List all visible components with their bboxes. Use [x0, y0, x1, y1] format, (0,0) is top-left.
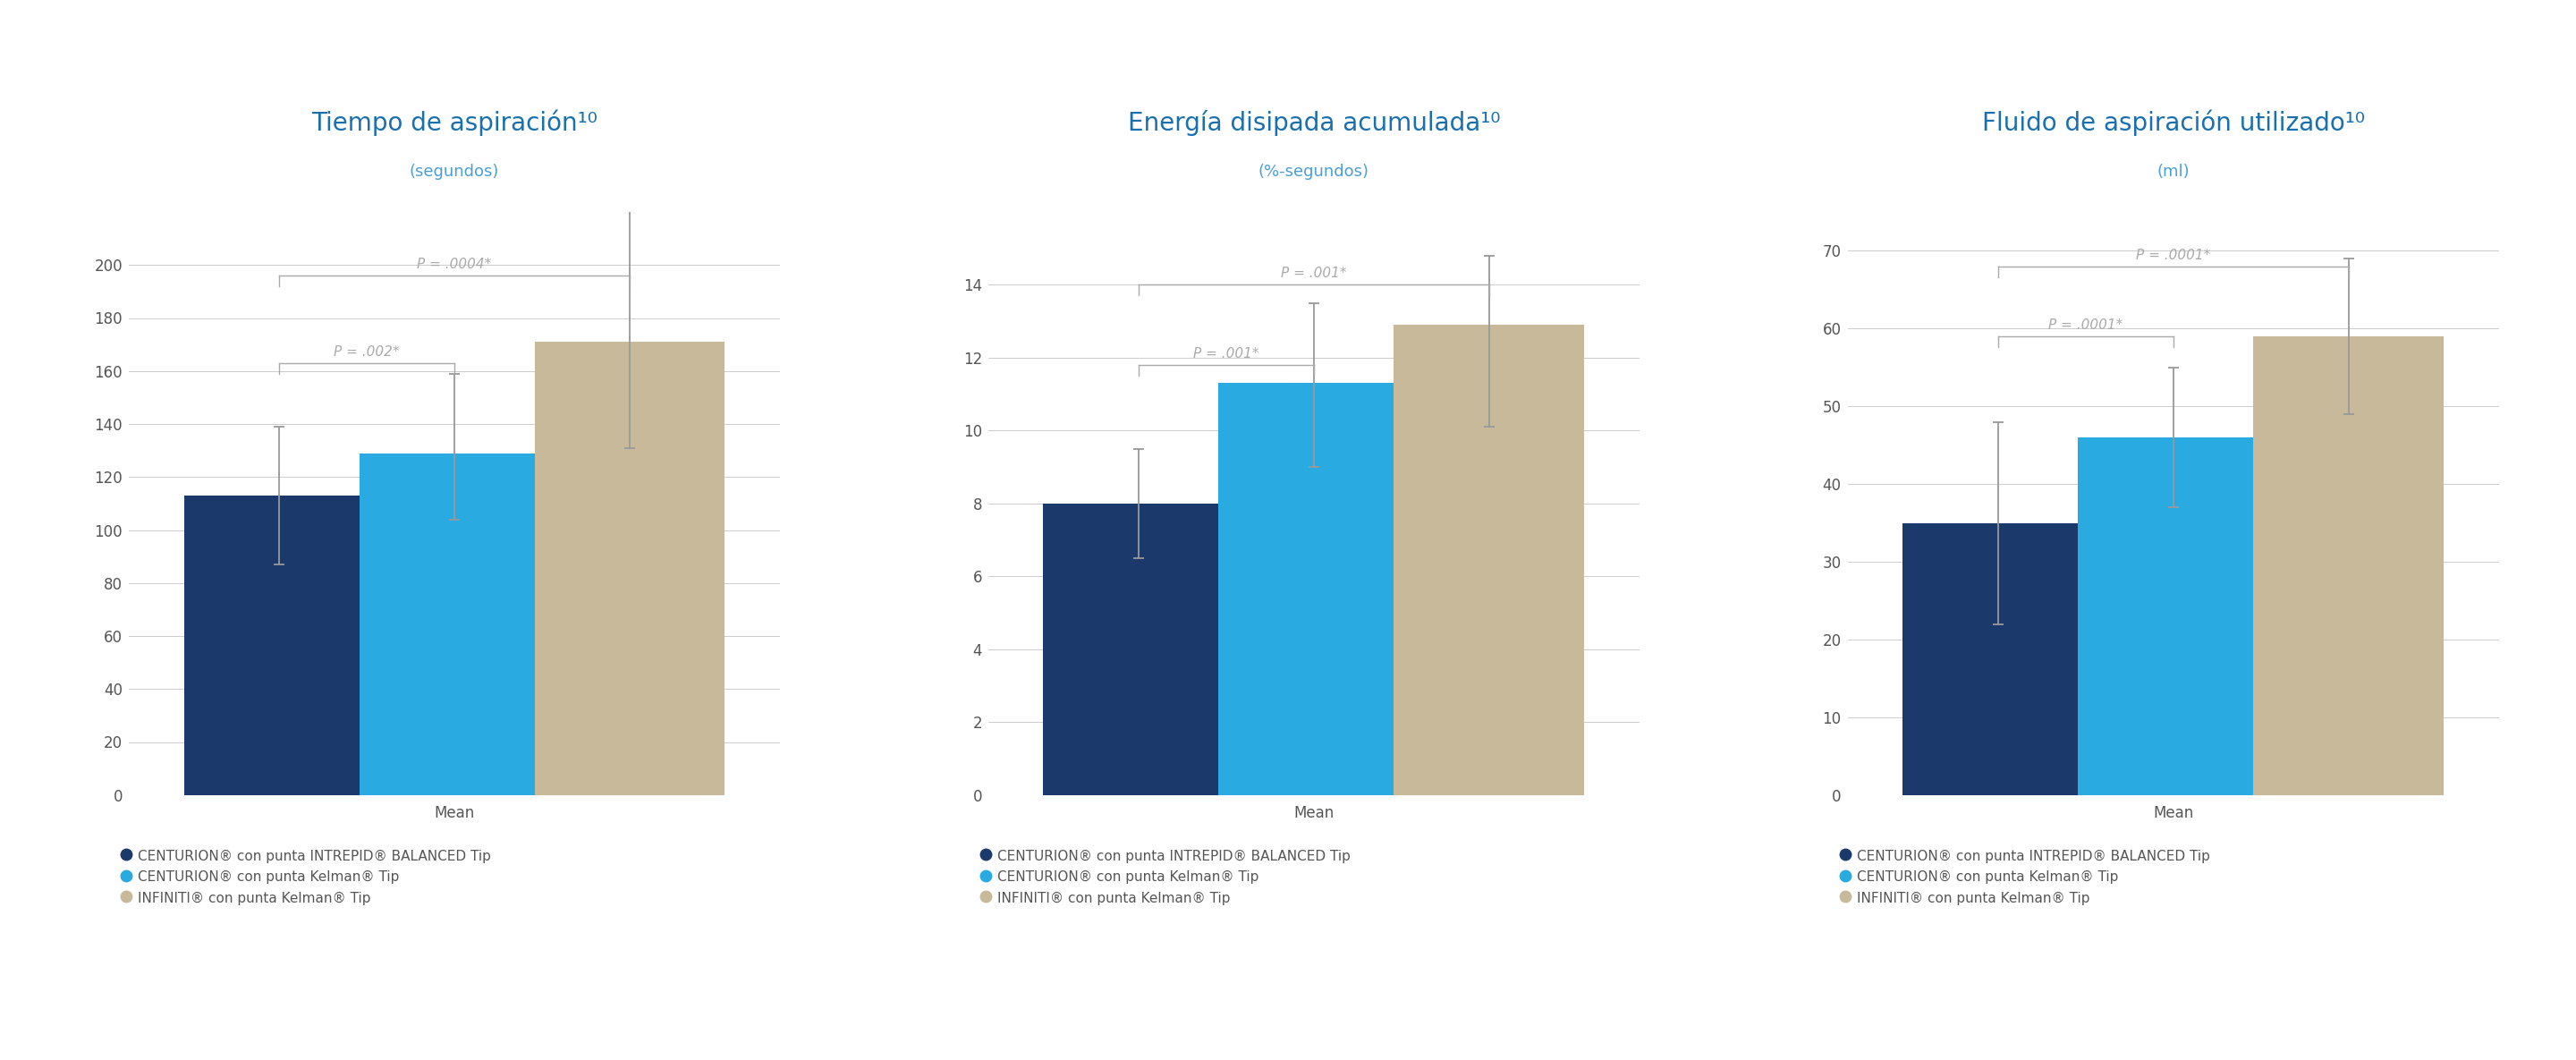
Text: P = .0004*: P = .0004* [417, 258, 492, 271]
Text: P = .001*: P = .001* [1193, 347, 1260, 360]
Legend: CENTURION® con punta INTREPID® BALANCED Tip, CENTURION® con punta Kelman® Tip, I: CENTURION® con punta INTREPID® BALANCED … [124, 848, 492, 905]
Text: Energía disipada acumulada¹⁰: Energía disipada acumulada¹⁰ [1128, 110, 1499, 137]
Legend: CENTURION® con punta INTREPID® BALANCED Tip, CENTURION® con punta Kelman® Tip, I: CENTURION® con punta INTREPID® BALANCED … [1842, 848, 2210, 905]
Bar [2254, 336, 2445, 795]
Text: P = .001*: P = .001* [1280, 267, 1347, 280]
Bar [1043, 504, 1234, 795]
Text: Fluido de aspiración utilizado¹⁰: Fluido de aspiración utilizado¹⁰ [1981, 110, 2365, 137]
Text: P = .002*: P = .002* [335, 344, 399, 358]
Text: P = .0001*: P = .0001* [2048, 318, 2123, 332]
Text: Tiempo de aspiración¹⁰: Tiempo de aspiración¹⁰ [312, 110, 598, 137]
Text: P = .0001*: P = .0001* [2136, 248, 2210, 262]
Text: (%-segundos): (%-segundos) [1257, 164, 1370, 180]
Text: (segundos): (segundos) [410, 164, 500, 180]
Bar [2079, 438, 2269, 795]
Legend: CENTURION® con punta INTREPID® BALANCED Tip, CENTURION® con punta Kelman® Tip, I: CENTURION® con punta INTREPID® BALANCED … [981, 848, 1350, 905]
Text: (ml): (ml) [2156, 164, 2190, 180]
Bar [1394, 325, 1584, 795]
Bar [358, 454, 549, 795]
Bar [1904, 523, 2094, 795]
Bar [533, 341, 724, 795]
Bar [1218, 384, 1409, 795]
Bar [183, 495, 374, 795]
